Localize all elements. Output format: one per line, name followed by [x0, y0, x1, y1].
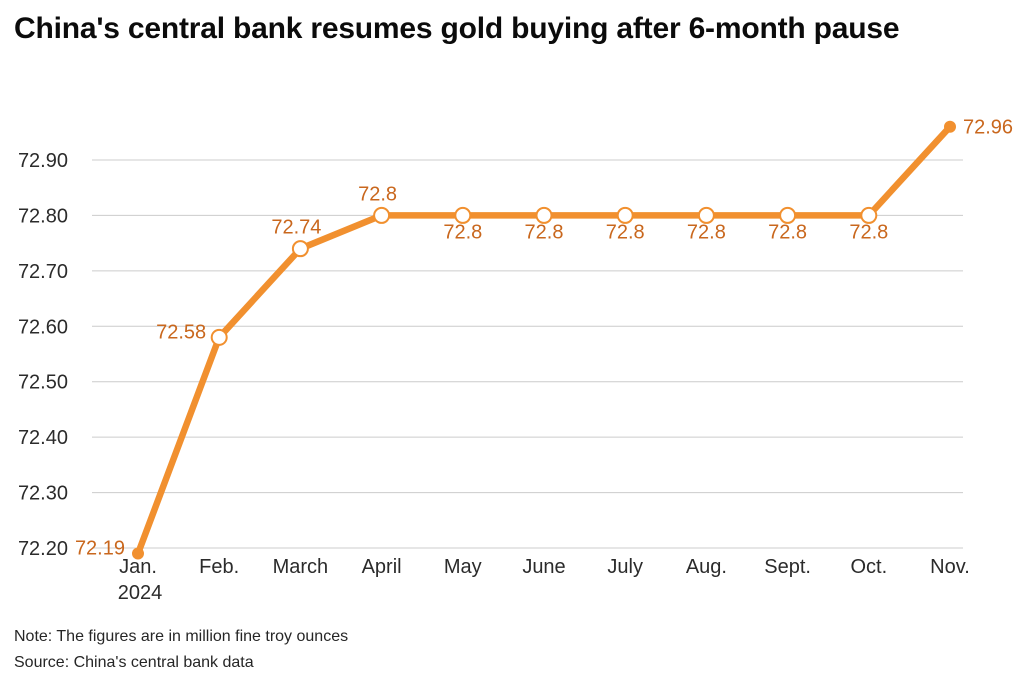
data-point-marker [697, 206, 715, 224]
y-tick-label: 72.90 [18, 150, 68, 172]
data-point-label: 72.8 [687, 221, 726, 243]
y-tick-label: 72.80 [18, 205, 68, 227]
data-point-marker [535, 206, 553, 224]
x-tick-label: Feb. [199, 556, 239, 578]
chart-footnotes: Note: The figures are in million fine tr… [14, 624, 348, 676]
data-point-label: 72.74 [271, 217, 321, 239]
data-point-marker [944, 120, 956, 133]
data-point-label: 72.19 [75, 538, 125, 560]
x-tick-label: July [607, 556, 643, 578]
data-point-label: 72.8 [443, 221, 482, 243]
data-point-marker [291, 240, 309, 258]
x-tick-label: Sept. [764, 556, 811, 578]
x-tick-label: Oct. [850, 556, 887, 578]
data-point-marker [860, 206, 878, 224]
chart-note: Note: The figures are in million fine tr… [14, 628, 349, 645]
x-tick-year-label: 2024 [118, 582, 163, 604]
x-tick-label: April [362, 556, 402, 578]
x-tick-label: June [522, 556, 565, 578]
data-point-marker [616, 206, 634, 224]
x-tick-label: Nov. [930, 556, 970, 578]
data-point-label: 72.8 [768, 221, 807, 243]
data-point-marker [454, 206, 472, 224]
data-point-label: 72.58 [156, 321, 206, 343]
data-point-label: 72.96 [963, 117, 1013, 139]
x-tick-label: Jan. [119, 556, 157, 578]
y-tick-label: 72.60 [18, 316, 68, 338]
series-line [134, 123, 954, 557]
x-tick-label: March [273, 556, 329, 578]
data-point-label: 72.8 [606, 221, 645, 243]
y-tick-label: 72.50 [18, 372, 68, 394]
data-point-label: 72.8 [358, 183, 397, 205]
x-tick-label: Aug. [686, 556, 727, 578]
chart-title: China's central bank resumes gold buying… [14, 12, 900, 45]
y-tick-label: 72.30 [18, 483, 68, 505]
data-point-marker [210, 328, 228, 346]
y-tick-label: 72.40 [18, 427, 68, 449]
x-tick-label: May [444, 556, 482, 578]
data-point-marker [779, 206, 797, 224]
data-point-label: 72.8 [849, 221, 888, 243]
data-point-label: 72.8 [525, 221, 564, 243]
y-tick-label: 72.70 [18, 261, 68, 283]
y-tick-label: 72.20 [18, 538, 68, 560]
data-point-marker [132, 547, 144, 560]
data-point-marker [373, 206, 391, 224]
chart-source: Source: China's central bank data [14, 654, 254, 671]
